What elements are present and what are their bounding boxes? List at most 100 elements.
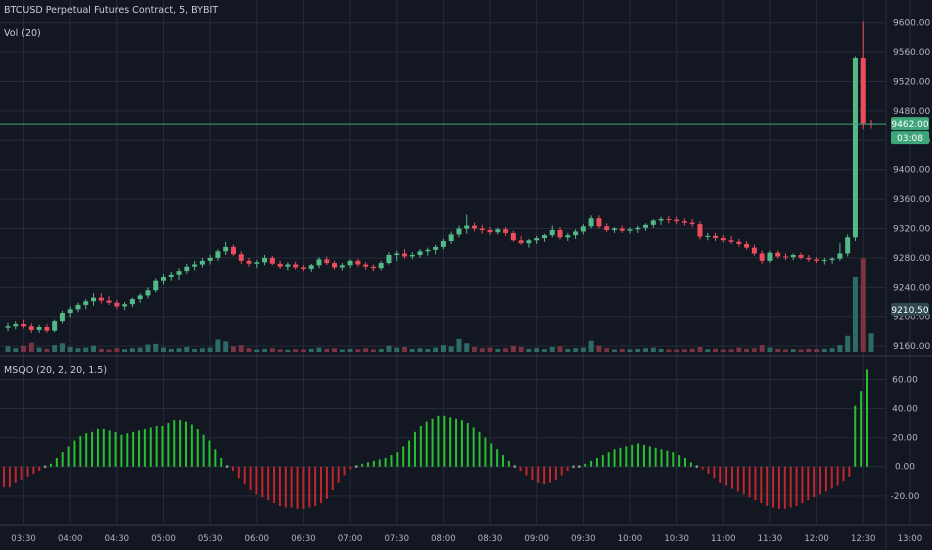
- oscillator-zero-dot: [43, 465, 47, 469]
- volume-bar: [534, 348, 540, 352]
- volume-bar: [666, 349, 672, 352]
- volume-bar: [790, 349, 796, 352]
- volume-bar: [153, 343, 159, 352]
- volume-bar: [868, 333, 874, 352]
- candle-body: [697, 224, 703, 237]
- volume-bar: [767, 347, 773, 352]
- candle-body: [168, 274, 174, 278]
- candle-body: [627, 229, 633, 231]
- candle-body: [448, 234, 454, 242]
- candle-body: [122, 304, 128, 307]
- candle-body: [643, 224, 649, 228]
- volume-bar: [67, 347, 73, 352]
- candle-body: [269, 257, 275, 264]
- candle-body: [580, 226, 586, 232]
- oscillator-tick-label: 0.00: [895, 463, 915, 473]
- candle-body: [456, 228, 462, 235]
- candle-body: [332, 263, 338, 268]
- volume-bar: [479, 348, 485, 352]
- volume-bar: [510, 345, 516, 352]
- volume-bar: [837, 345, 843, 352]
- candle-body: [471, 225, 477, 229]
- volume-bar: [254, 349, 260, 352]
- candle-body: [751, 247, 757, 254]
- volume-value-badge: 9210.50: [891, 303, 929, 316]
- volume-bar: [277, 349, 283, 352]
- candle-body: [199, 260, 205, 265]
- price-tick-label: 9320.00: [893, 225, 930, 235]
- candle-body: [153, 280, 159, 291]
- candle-body: [386, 254, 392, 264]
- candle-body: [526, 240, 532, 244]
- volume-bar: [308, 348, 314, 352]
- candle-body: [44, 327, 50, 331]
- volume-legend[interactable]: Vol (20): [4, 28, 41, 39]
- candle-body: [114, 302, 120, 307]
- volume-bar: [262, 348, 268, 352]
- volume-bar: [52, 345, 58, 352]
- volume-bar: [316, 347, 322, 352]
- candle-body: [744, 243, 750, 248]
- volume-bar: [798, 349, 804, 352]
- main-legend-title[interactable]: BTCUSD Perpetual Futures Contract, 5, BY…: [4, 5, 218, 16]
- volume-bar: [806, 348, 812, 352]
- volume-bar: [91, 345, 97, 352]
- candle-body: [21, 324, 27, 327]
- candle-body: [339, 265, 345, 268]
- time-tick-label: 09:00: [524, 534, 549, 544]
- volume-bar: [526, 348, 532, 352]
- volume-bar: [176, 348, 182, 352]
- time-tick-label: 04:30: [105, 534, 130, 544]
- volume-bar: [635, 348, 641, 352]
- candle-body: [573, 231, 579, 236]
- candle-body: [36, 327, 42, 330]
- volume-bar: [596, 345, 602, 352]
- candle-body: [394, 253, 400, 255]
- candle-body: [409, 254, 415, 257]
- candle-body: [479, 228, 485, 230]
- candle-body: [860, 57, 866, 124]
- candle-body: [13, 324, 19, 327]
- volume-bar: [557, 346, 563, 352]
- oscillator-axis[interactable]: 60.00 40.00 20.00 0.00 -20.00: [890, 375, 919, 501]
- candle-body: [814, 259, 820, 261]
- candle-body: [262, 257, 268, 263]
- candle-body: [759, 253, 765, 261]
- volume-bar: [487, 347, 493, 352]
- candle-body: [821, 260, 827, 262]
- volume-bar: [728, 349, 734, 352]
- time-axis[interactable]: 03:30 04:00 04:30 05:00 05:30 06:00 06:30 07:00…: [11, 534, 932, 544]
- candle-body: [728, 240, 734, 242]
- candle-body: [604, 226, 610, 230]
- oscillator-tick-label: 40.00: [892, 405, 918, 415]
- candle-body: [635, 227, 641, 230]
- candle-body: [440, 241, 446, 247]
- volume-bar: [28, 342, 34, 352]
- candle-body: [495, 229, 501, 233]
- candle-body: [503, 229, 509, 233]
- volume-value-badge-text: 9210.50: [891, 306, 928, 316]
- volume-bar: [215, 339, 221, 352]
- volume-bar: [814, 349, 820, 352]
- oscillator-tick-label: -20.00: [890, 492, 919, 502]
- volume-bar: [736, 347, 742, 352]
- volume-bar: [720, 349, 726, 352]
- volume-bar: [21, 345, 27, 352]
- candle-body: [52, 321, 58, 331]
- oscillator-legend[interactable]: MSQO (20, 2, 20, 1.5): [4, 365, 107, 376]
- volume-bar: [456, 338, 462, 352]
- oscillator-zero-dot: [695, 465, 699, 469]
- candle-body: [790, 254, 796, 258]
- volume-bar: [845, 335, 851, 352]
- candle-body: [666, 218, 672, 220]
- candle-body: [230, 246, 236, 255]
- volume-bar: [580, 347, 586, 352]
- volume-bar: [106, 349, 112, 352]
- volume-bar: [829, 348, 835, 352]
- volume-bar: [448, 346, 454, 352]
- candle-body: [160, 277, 166, 281]
- candle-body: [129, 299, 135, 305]
- time-tick-label: 05:00: [151, 534, 176, 544]
- volume-bar: [347, 348, 353, 352]
- price-tick-label: 9200.00: [893, 313, 930, 323]
